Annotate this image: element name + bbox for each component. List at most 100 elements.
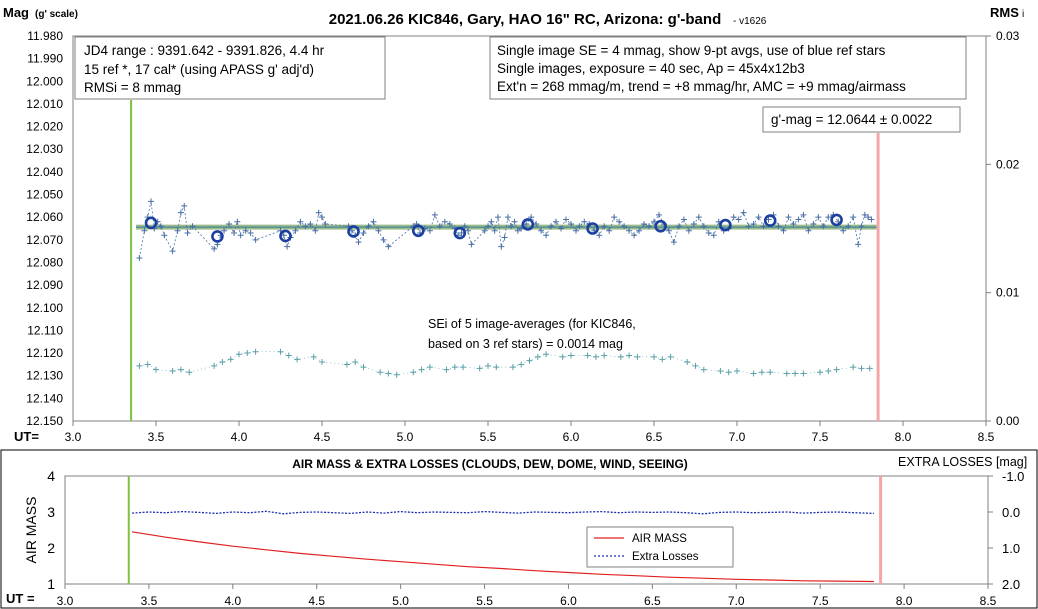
single-image-point	[735, 216, 742, 223]
mag-label-box: g'-mag = 12.0644 ± 0.0022	[762, 106, 961, 133]
rms-point	[310, 353, 317, 360]
single-image-point	[563, 216, 570, 223]
x-tick-label: 5.0	[397, 430, 414, 444]
rms-point	[750, 370, 757, 377]
average-point	[144, 216, 158, 230]
single-image-point	[468, 241, 475, 248]
bottom-y2-label: EXTRA LOSSES [mag]	[898, 455, 1027, 469]
x-tick-label: 8.0	[895, 430, 912, 444]
y-tick-labels: 11.980 11.990 12.000 12.010 12.020 12.030 12.0…	[26, 29, 63, 428]
single-image-point	[292, 227, 299, 234]
rms-point	[758, 369, 765, 376]
bottom-session-markers	[127, 476, 883, 584]
mag-label: g'-mag = 12.0644 ± 0.0022	[771, 112, 932, 127]
single-image-point	[385, 243, 392, 250]
bottom-x-tick-label: 7.0	[728, 594, 745, 608]
single-image-point	[553, 218, 560, 225]
single-image-point	[538, 227, 545, 234]
y2-axis-sub: i	[1022, 9, 1024, 20]
rms-point	[725, 369, 732, 376]
airmass-line	[132, 531, 874, 583]
rms-point	[177, 366, 184, 373]
single-image-point	[596, 232, 603, 239]
single-image-point	[461, 223, 468, 230]
bottom-x-tick-label: 8.0	[896, 594, 913, 608]
rms-point	[343, 361, 350, 368]
rms-point	[717, 367, 724, 374]
single-image-point	[616, 218, 623, 225]
rms-point	[617, 353, 624, 360]
y-tick-label: 12.080	[26, 255, 63, 269]
y2-tick-labels: 0.03 0.02 0.01 0.00	[986, 29, 1020, 428]
rms-point	[526, 357, 533, 364]
single-image-point	[750, 220, 757, 227]
single-image-point	[465, 227, 472, 234]
single-image-point	[576, 223, 583, 230]
bottom-y-tick-labels: 4 3 2 1	[47, 468, 55, 592]
y2-tick-label: 0.02	[996, 157, 1020, 171]
single-image-point	[785, 214, 792, 221]
x-tick-label: 4.5	[314, 430, 331, 444]
rms-point	[244, 349, 251, 356]
single-image-point	[740, 209, 747, 216]
info-right-line-3: Ext'n = 268 mmag/m, trend = +8 mmag/hr, …	[497, 79, 906, 94]
rms-point	[227, 356, 234, 363]
bottom-y2-tick-label: -1.0	[1002, 469, 1024, 484]
single-image-point	[606, 227, 613, 234]
single-image-point	[626, 227, 633, 234]
info-left-line-2: 15 ref *, 17 cal* (using APASS g' adj'd)	[84, 62, 314, 77]
single-image-point	[177, 209, 184, 216]
single-image-point	[494, 214, 501, 221]
y-tick-label: 11.990	[27, 52, 63, 66]
rms-point	[277, 348, 284, 355]
bottom-x-tick-label: 4.0	[224, 594, 241, 608]
rms-point	[377, 369, 384, 376]
bottom-y2-tick-label: 0.0	[1002, 505, 1020, 520]
single-image-point	[252, 236, 259, 243]
average-series	[144, 213, 843, 243]
single-image-point	[795, 216, 802, 223]
rms-trace	[139, 351, 870, 376]
single-image-point	[568, 220, 574, 227]
single-image-point	[641, 220, 648, 227]
session-markers	[130, 100, 880, 421]
average-point	[719, 218, 732, 232]
single-image-point	[755, 214, 762, 221]
single-image-point	[621, 223, 628, 230]
single-image-point	[161, 232, 168, 239]
legend-airmass-label: AIR MASS	[632, 533, 687, 545]
rms-point	[559, 353, 566, 360]
rms-point	[866, 365, 873, 372]
bottom-x-axis-label: UT =	[6, 591, 35, 606]
rms-point	[601, 352, 608, 359]
single-image-point	[775, 223, 782, 230]
single-image-point	[730, 214, 737, 221]
single-image-point	[436, 223, 443, 230]
bottom-chart: AIR MASS & EXTRA LOSSES (CLOUDS, DEW, DO…	[6, 455, 1027, 608]
bottom-y2-tick-label: 1.0	[1002, 541, 1020, 556]
average-point	[763, 214, 777, 227]
single-image-point	[865, 214, 872, 221]
single-image-point	[360, 230, 367, 237]
rms-point	[534, 353, 541, 360]
single-image-point	[581, 218, 588, 225]
rms-point	[186, 369, 193, 376]
rms-point	[360, 364, 367, 371]
rms-series	[136, 348, 873, 378]
single-image-point	[441, 218, 448, 225]
y-tick-label: 12.140	[26, 391, 63, 405]
extra-losses-line	[132, 510, 874, 515]
x-tick-label: 6.0	[563, 430, 580, 444]
single-image-point	[675, 223, 682, 230]
rms-point	[692, 362, 699, 369]
y-tick-label: 12.150	[26, 414, 63, 428]
rms-point	[385, 370, 392, 377]
single-image-point	[380, 236, 387, 243]
x-tick-label: 4.0	[231, 430, 248, 444]
rms-point	[294, 356, 301, 363]
single-image-point	[861, 211, 868, 218]
rms-point	[817, 369, 823, 376]
single-image-point	[695, 214, 702, 221]
chart-version: - v1626	[733, 16, 767, 27]
info-box-left: JD4 range : 9391.642 - 9391.826, 4.4 hr …	[74, 36, 386, 100]
